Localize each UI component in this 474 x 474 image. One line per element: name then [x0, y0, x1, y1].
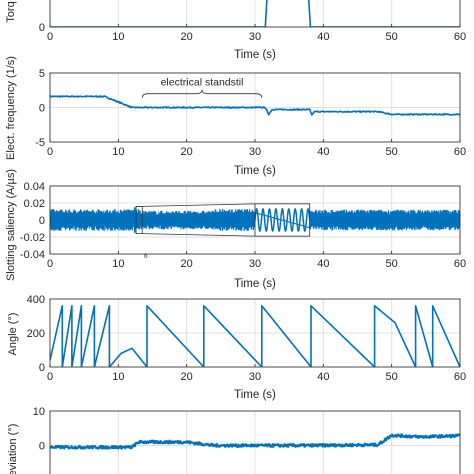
x-tick-label: 20 — [181, 31, 193, 43]
y-tick-label: 5 — [39, 68, 45, 80]
x-tick-label: 0 — [47, 31, 53, 43]
x-axis-label: Time (s) — [234, 389, 276, 401]
y-tick-label: 0 — [39, 362, 45, 374]
y-tick-label: -0.02 — [20, 232, 45, 244]
series-line — [50, 95, 460, 116]
data-layer — [50, 95, 460, 116]
x-tick-label: 20 — [181, 371, 193, 383]
x-axis-label: Time (s) — [234, 165, 276, 177]
x-tick-label: 30 — [249, 371, 261, 383]
x-tick-label: 50 — [386, 258, 398, 270]
series-line — [50, 305, 460, 367]
marker — [144, 254, 148, 258]
x-tick-label: 40 — [317, 371, 329, 383]
y-tick-label: 400 — [27, 294, 45, 306]
x-tick-label: 20 — [181, 146, 193, 158]
x-tick-label: 20 — [181, 258, 193, 270]
x-tick-label: 60 — [454, 258, 466, 270]
y-tick-label: 0 — [39, 103, 45, 115]
y-tick-label: -0.04 — [20, 249, 45, 261]
y-tick-label: 200 — [27, 328, 45, 340]
x-tick-label: 50 — [386, 146, 398, 158]
x-tick-label: 50 — [386, 31, 398, 43]
zoom-connector — [142, 233, 256, 237]
y-tick-label: 0 — [39, 22, 45, 34]
x-tick-label: 10 — [112, 31, 124, 43]
data-layer — [50, 433, 460, 450]
y-tick-label: 0.04 — [24, 181, 45, 193]
y-tick-label: 0.02 — [24, 198, 45, 210]
x-tick-label: 0 — [47, 371, 53, 383]
y-axis-label: Torq — [5, 1, 17, 22]
series-line — [50, 208, 460, 232]
series-line-zoom — [254, 207, 311, 232]
annotation-brace — [141, 89, 263, 98]
x-tick-label: 30 — [249, 258, 261, 270]
series-line — [50, 433, 460, 450]
x-tick-label: 40 — [317, 258, 329, 270]
data-layer — [50, 305, 460, 367]
y-axis-label: eviation (°) — [7, 424, 19, 474]
panel-4: 0 10 20 30 40 50 60 Time (s) 0 200 400 Angle (°) — [7, 294, 466, 401]
y-tick-label: 0 — [39, 441, 45, 453]
x-tick-label: 30 — [249, 31, 261, 43]
y-tick-label: 0 — [39, 215, 45, 227]
annotation-label: electrical standstil — [161, 77, 244, 89]
x-tick-label: 10 — [112, 146, 124, 158]
x-tick-label: 40 — [317, 31, 329, 43]
panel-3: 0 10 20 30 40 50 60 Time (s) -0.04 -0.02 0 0.02 0.04… — [5, 169, 466, 290]
x-tick-label: 50 — [386, 371, 398, 383]
x-tick-label: 60 — [454, 371, 466, 383]
zoom-connector — [136, 203, 256, 207]
y-axis-label: Elect. frequency (1/s) — [5, 56, 17, 160]
data-layer — [50, 207, 460, 233]
panel-5: 0 10 eviation (°) — [7, 406, 461, 474]
x-tick-label: 10 — [112, 258, 124, 270]
x-tick-label: 60 — [454, 31, 466, 43]
y-tick-label: -5 — [35, 137, 45, 149]
y-tick-label: 10 — [33, 406, 45, 418]
y-axis-label: Angle (°) — [7, 313, 19, 356]
x-axis-label: Time (s) — [234, 49, 276, 61]
x-tick-label: 0 — [47, 146, 53, 158]
x-tick-label: 40 — [317, 146, 329, 158]
x-tick-label: 30 — [249, 146, 261, 158]
x-tick-label: 10 — [112, 371, 124, 383]
x-tick-label: 0 — [47, 258, 53, 270]
panel-1: 0 10 20 30 40 50 60 Time (s) 0 Torq — [5, 0, 466, 61]
axes-box — [49, 410, 461, 474]
zoom-window-large — [254, 203, 311, 237]
y-axis-label: Slotting saliency (A/µs) — [5, 169, 17, 281]
x-tick-label: 60 — [454, 146, 466, 158]
x-axis-label: Time (s) — [234, 278, 276, 290]
